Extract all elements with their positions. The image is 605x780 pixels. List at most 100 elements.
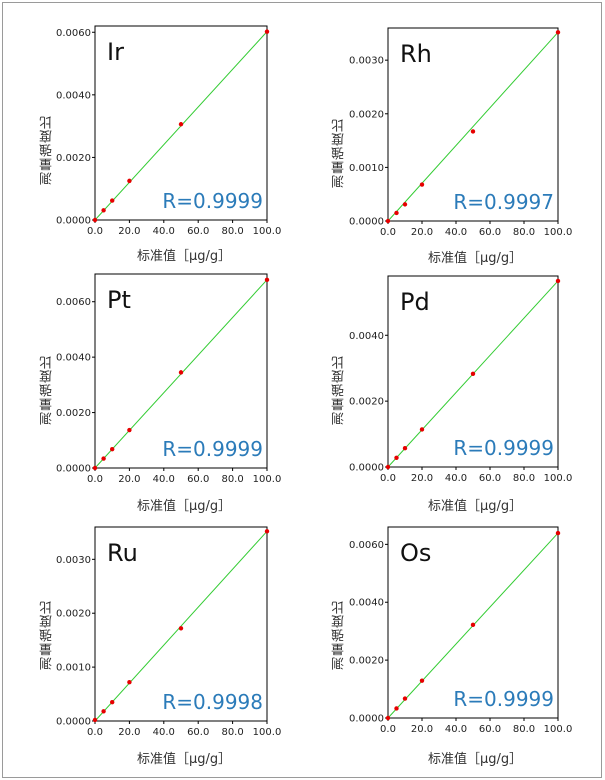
x-tick-label: 40.0	[153, 474, 175, 485]
data-point	[101, 456, 106, 461]
x-tick-label: 20.0	[118, 474, 140, 485]
data-point	[385, 715, 391, 721]
data-point	[178, 122, 184, 127]
x-axis-label-ir: 标准值［µg/g］	[137, 249, 232, 264]
x-tick-label: 80.0	[221, 727, 243, 738]
x-tick-label: 0.0	[380, 473, 396, 484]
x-tick-label: 100.0	[544, 724, 573, 735]
data-point	[419, 678, 425, 683]
data-point	[470, 622, 476, 628]
data-point	[127, 680, 132, 685]
chart-title: Pt	[107, 286, 131, 314]
y-tick-label: 0.0010	[56, 663, 91, 674]
x-tick-label: 0.0	[87, 474, 103, 485]
data-point	[178, 370, 184, 375]
data-point	[101, 208, 106, 213]
data-point	[419, 182, 425, 187]
correlation-label: R=0.9999	[162, 437, 263, 461]
x-tick-label: 40.0	[445, 473, 467, 484]
plot-area	[94, 25, 268, 221]
x-tick-label: 40.0	[445, 227, 467, 238]
y-tick-label: 0.0030	[349, 56, 384, 67]
x-tick-label: 0.0	[380, 227, 396, 238]
x-tick-label: 20.0	[118, 727, 140, 738]
data-point	[385, 464, 391, 470]
chart-title: Rh	[400, 40, 432, 68]
x-axis-label-pd: 标准值［µg/g］	[428, 499, 523, 514]
x-tick-label: 60.0	[479, 473, 501, 484]
x-tick-label: 0.0	[380, 724, 396, 735]
x-tick-label: 100.0	[253, 727, 282, 738]
y-tick-label: 0.0060	[349, 540, 384, 551]
data-point	[264, 277, 270, 283]
data-point	[402, 202, 408, 207]
y-tick-label: 0.0020	[349, 656, 384, 667]
correlation-label: R=0.9999	[453, 436, 554, 460]
x-tick-label: 80.0	[221, 226, 243, 237]
fit-line	[387, 31, 559, 222]
correlation-label: R=0.9999	[453, 687, 554, 711]
x-tick-label: 80.0	[513, 227, 535, 238]
plot-area	[387, 275, 559, 468]
data-point	[555, 530, 561, 536]
x-tick-label: 100.0	[544, 473, 573, 484]
correlation-label: R=0.9999	[162, 189, 263, 213]
data-point	[402, 446, 408, 451]
y-tick-label: 0.0000	[56, 216, 91, 227]
x-tick-label: 100.0	[253, 226, 282, 237]
y-tick-label: 0.0000	[56, 717, 91, 728]
x-tick-label: 20.0	[411, 724, 433, 735]
data-point	[555, 278, 561, 284]
y-tick-label: 0.0020	[56, 609, 91, 620]
data-point	[470, 129, 476, 134]
y-axis-label-os: 測量強度比	[332, 600, 347, 670]
data-point	[92, 217, 98, 223]
x-tick-label: 20.0	[411, 227, 433, 238]
plot-area	[94, 273, 268, 469]
chart-title: Ir	[107, 38, 124, 66]
data-point	[394, 210, 399, 216]
y-tick-label: 0.0040	[56, 90, 91, 101]
x-tick-label: 80.0	[513, 473, 535, 484]
y-tick-label: 0.0040	[56, 353, 91, 364]
x-tick-label: 60.0	[479, 227, 501, 238]
plot-area	[387, 27, 559, 222]
data-point	[110, 198, 115, 203]
data-point	[385, 218, 391, 224]
x-tick-label: 80.0	[221, 474, 243, 485]
data-point	[470, 371, 476, 377]
data-point	[92, 465, 98, 471]
data-point	[264, 29, 270, 34]
y-tick-label: 0.0030	[56, 555, 91, 566]
correlation-label: R=0.9998	[162, 690, 263, 714]
y-tick-label: 0.0020	[349, 397, 384, 408]
x-tick-label: 0.0	[87, 226, 103, 237]
y-tick-label: 0.0040	[349, 598, 384, 609]
data-point	[419, 427, 425, 432]
y-tick-label: 0.0040	[349, 331, 384, 342]
y-tick-label: 0.0060	[56, 28, 91, 39]
data-point	[110, 446, 115, 452]
plot-area	[387, 526, 559, 719]
x-tick-label: 40.0	[153, 226, 175, 237]
chart-title: Os	[400, 539, 431, 567]
x-axis-label-os: 标准值［µg/g］	[428, 752, 523, 767]
data-point	[264, 529, 270, 534]
x-axis-label-pt: 标准值［µg/g］	[137, 499, 232, 514]
x-axis-label-rh: 标准值［µg/g］	[428, 251, 523, 266]
x-tick-label: 100.0	[253, 474, 282, 485]
data-point	[402, 696, 408, 701]
data-point	[178, 626, 184, 631]
x-tick-label: 80.0	[513, 724, 535, 735]
data-point	[394, 706, 399, 711]
y-tick-label: 0.0000	[56, 464, 91, 475]
x-tick-label: 100.0	[544, 227, 573, 238]
y-tick-label: 0.0000	[349, 217, 384, 228]
x-tick-label: 40.0	[445, 724, 467, 735]
x-tick-label: 20.0	[411, 473, 433, 484]
